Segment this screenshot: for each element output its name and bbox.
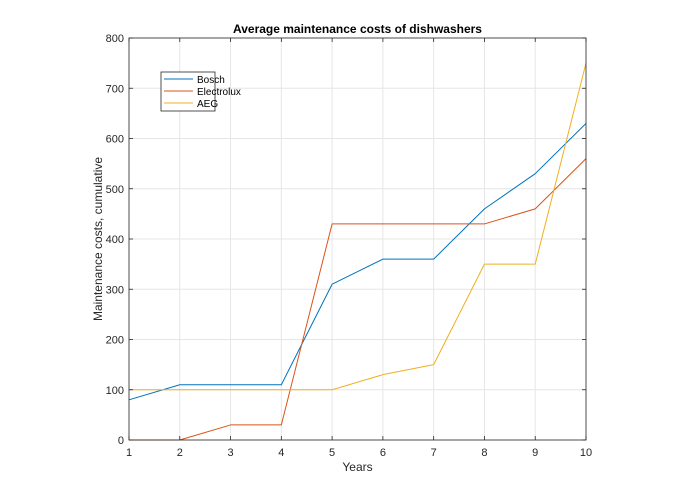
series-line-bosch	[128, 123, 587, 401]
x-tick-label: 3	[227, 447, 233, 459]
series-lines	[128, 63, 587, 441]
x-tick-label: 10	[580, 447, 592, 459]
legend-label-aeg: AEG	[197, 99, 218, 110]
y-tick-label: 700	[106, 83, 124, 95]
y-tick-label: 0	[118, 435, 124, 447]
y-tick-label: 500	[106, 184, 124, 196]
x-tick-label: 2	[177, 447, 183, 459]
legend-label-bosch: Bosch	[197, 75, 225, 86]
x-tick-label: 5	[329, 447, 335, 459]
x-tick-label: 1	[126, 447, 132, 459]
series-line-electrolux	[129, 158, 587, 441]
y-tick-label: 100	[106, 385, 124, 397]
y-tick-label: 600	[106, 134, 124, 146]
y-tick-label: 200	[106, 335, 124, 347]
x-tick-label: 6	[380, 447, 386, 459]
y-tick-label: 800	[106, 33, 124, 45]
series-line-aeg	[129, 63, 587, 391]
x-tick-label: 8	[481, 447, 487, 459]
chart-title: Average maintenance costs of dishwashers	[233, 22, 482, 36]
y-axis-label: Maintenance costs, cumulative	[91, 157, 105, 321]
y-tick-label: 300	[106, 284, 124, 296]
x-axis-label: Years	[342, 460, 372, 474]
legend-label-electrolux: Electrolux	[197, 87, 241, 98]
y-tick-label: 400	[106, 234, 124, 246]
x-tick-label: 7	[431, 447, 437, 459]
x-tick-label: 4	[278, 447, 284, 459]
x-tick-label: 9	[532, 447, 538, 459]
